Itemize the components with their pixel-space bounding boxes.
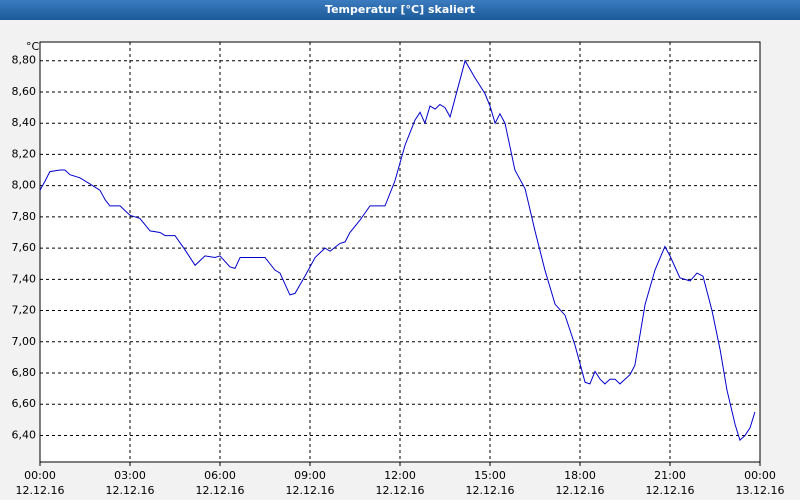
x-tick-date: 12.12.16 bbox=[466, 484, 515, 497]
y-tick-label: 7,40 bbox=[12, 272, 37, 285]
x-tick-date: 12.12.16 bbox=[286, 484, 335, 497]
y-tick-label: 6,60 bbox=[12, 397, 37, 410]
x-tick-date: 12.12.16 bbox=[196, 484, 245, 497]
x-tick-label: 03:00 bbox=[114, 469, 146, 482]
x-tick-label: 21:00 bbox=[654, 469, 686, 482]
x-tick-date: 12.12.16 bbox=[16, 484, 65, 497]
y-tick-label: 7,60 bbox=[12, 241, 37, 254]
x-tick-date: 12.12.16 bbox=[646, 484, 695, 497]
y-tick-label: 8,60 bbox=[12, 85, 37, 98]
title-bar bbox=[0, 0, 800, 20]
y-tick-label: 7,80 bbox=[12, 210, 37, 223]
y-tick-label: 7,00 bbox=[12, 335, 37, 348]
y-tick-label: 6,40 bbox=[12, 428, 37, 441]
x-tick-date: 12.12.16 bbox=[556, 484, 605, 497]
x-tick-label: 00:00 bbox=[24, 469, 56, 482]
y-tick-label: 7,20 bbox=[12, 304, 37, 317]
y-unit: °C bbox=[26, 40, 40, 53]
x-tick-label: 06:00 bbox=[204, 469, 236, 482]
x-tick-label: 00:00 bbox=[744, 469, 776, 482]
x-tick-date: 12.12.16 bbox=[106, 484, 155, 497]
y-tick-label: 6,80 bbox=[12, 366, 37, 379]
y-tick-label: 8,00 bbox=[12, 179, 37, 192]
y-tick-label: 8,40 bbox=[12, 116, 37, 129]
y-tick-label: 8,80 bbox=[12, 54, 37, 67]
line bbox=[39, 59, 756, 441]
y-tick-label: 8,20 bbox=[12, 147, 37, 160]
x-tick-date: 12.12.16 bbox=[376, 484, 425, 497]
x-tick-label: 18:00 bbox=[564, 469, 596, 482]
x-tick-label: 09:00 bbox=[294, 469, 326, 482]
x-tick-label: 15:00 bbox=[474, 469, 506, 482]
x-tick-label: 12:00 bbox=[384, 469, 416, 482]
x-tick-date: 13.12.16 bbox=[736, 484, 785, 497]
chart-title: Temperatur [°C] skaliert bbox=[325, 3, 475, 16]
